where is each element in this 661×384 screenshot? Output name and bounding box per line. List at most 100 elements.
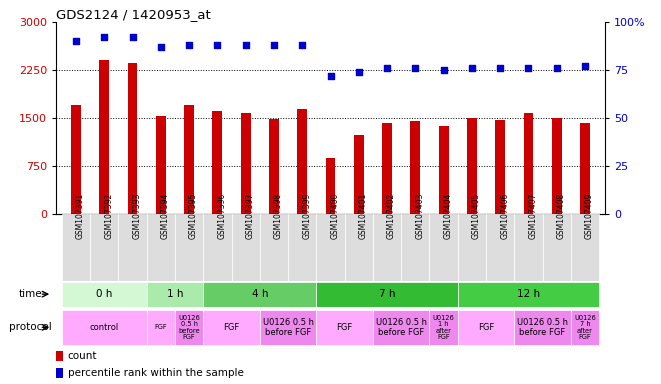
Bar: [147, 281, 203, 307]
Bar: [147, 214, 175, 281]
Bar: [430, 310, 458, 345]
Bar: [382, 123, 392, 214]
Point: [438, 67, 449, 73]
Bar: [260, 310, 317, 345]
Text: GSM107399: GSM107399: [302, 193, 311, 239]
Bar: [90, 214, 118, 281]
Point: [523, 65, 533, 71]
Point: [382, 65, 393, 71]
Bar: [62, 214, 90, 281]
Bar: [203, 214, 231, 281]
Bar: [439, 126, 449, 214]
Bar: [269, 119, 279, 214]
Bar: [458, 214, 486, 281]
Bar: [373, 214, 401, 281]
Text: GDS2124 / 1420953_at: GDS2124 / 1420953_at: [56, 8, 211, 21]
Text: FGF: FGF: [336, 323, 353, 332]
Text: GSM107407: GSM107407: [528, 193, 537, 239]
Bar: [212, 111, 222, 214]
Text: U0126 0.5 h
before FGF: U0126 0.5 h before FGF: [375, 318, 427, 337]
Bar: [175, 214, 203, 281]
Text: control: control: [90, 323, 119, 332]
Bar: [580, 123, 590, 214]
Bar: [288, 214, 317, 281]
Text: GSM107391: GSM107391: [76, 193, 85, 239]
Text: GSM107404: GSM107404: [444, 193, 453, 239]
Bar: [241, 113, 251, 214]
Bar: [56, 368, 63, 377]
Text: 12 h: 12 h: [517, 289, 540, 299]
Bar: [99, 60, 109, 214]
Bar: [486, 214, 514, 281]
Bar: [317, 310, 373, 345]
Bar: [147, 310, 175, 345]
Bar: [410, 121, 420, 214]
Point: [241, 42, 251, 48]
Point: [184, 42, 194, 48]
Bar: [571, 214, 599, 281]
Point: [212, 42, 223, 48]
Point: [467, 65, 477, 71]
Bar: [326, 158, 335, 214]
Bar: [118, 214, 147, 281]
Text: GSM107398: GSM107398: [274, 193, 283, 239]
Point: [155, 44, 166, 50]
Bar: [373, 310, 430, 345]
Text: GSM107406: GSM107406: [500, 193, 509, 239]
Text: count: count: [67, 351, 97, 361]
Bar: [184, 105, 194, 214]
Bar: [260, 214, 288, 281]
Bar: [458, 310, 514, 345]
Point: [128, 34, 138, 40]
Point: [410, 65, 420, 71]
Bar: [297, 109, 307, 214]
Bar: [203, 310, 260, 345]
Text: GSM107402: GSM107402: [387, 193, 396, 239]
Text: percentile rank within the sample: percentile rank within the sample: [67, 367, 244, 377]
Text: time: time: [19, 289, 42, 299]
Bar: [175, 310, 203, 345]
Point: [551, 65, 562, 71]
Bar: [317, 214, 344, 281]
Bar: [354, 134, 364, 214]
Bar: [543, 214, 571, 281]
Bar: [128, 63, 137, 214]
Bar: [56, 351, 63, 361]
Bar: [552, 118, 562, 214]
Text: GSM107392: GSM107392: [104, 193, 113, 239]
Point: [580, 63, 590, 69]
Text: FGF: FGF: [223, 323, 240, 332]
Bar: [203, 281, 317, 307]
Bar: [495, 121, 505, 214]
Bar: [317, 281, 458, 307]
Point: [325, 73, 336, 79]
Text: U0126 0.5 h
before FGF: U0126 0.5 h before FGF: [517, 318, 568, 337]
Point: [495, 65, 506, 71]
Point: [354, 69, 364, 75]
Bar: [467, 118, 477, 214]
Text: FGF: FGF: [478, 323, 494, 332]
Text: U0126
1 h
after
FGF: U0126 1 h after FGF: [433, 314, 455, 340]
Bar: [62, 281, 147, 307]
Bar: [458, 281, 599, 307]
Text: GSM107400: GSM107400: [330, 193, 340, 239]
Point: [71, 38, 81, 44]
Text: GSM107393: GSM107393: [133, 193, 141, 239]
Point: [297, 42, 307, 48]
Bar: [71, 105, 81, 214]
Point: [99, 34, 110, 40]
Text: GSM107403: GSM107403: [415, 193, 424, 239]
Text: FGF: FGF: [155, 324, 167, 330]
Bar: [524, 113, 533, 214]
Bar: [62, 310, 147, 345]
Text: GSM107408: GSM107408: [557, 193, 566, 239]
Point: [268, 42, 279, 48]
Text: protocol: protocol: [9, 322, 52, 333]
Bar: [231, 214, 260, 281]
Text: 7 h: 7 h: [379, 289, 395, 299]
Text: GSM107397: GSM107397: [246, 193, 254, 239]
Text: 0 h: 0 h: [96, 289, 112, 299]
Text: 1 h: 1 h: [167, 289, 183, 299]
Bar: [514, 310, 571, 345]
Text: U0126
0.5 h
before
FGF: U0126 0.5 h before FGF: [178, 314, 200, 340]
